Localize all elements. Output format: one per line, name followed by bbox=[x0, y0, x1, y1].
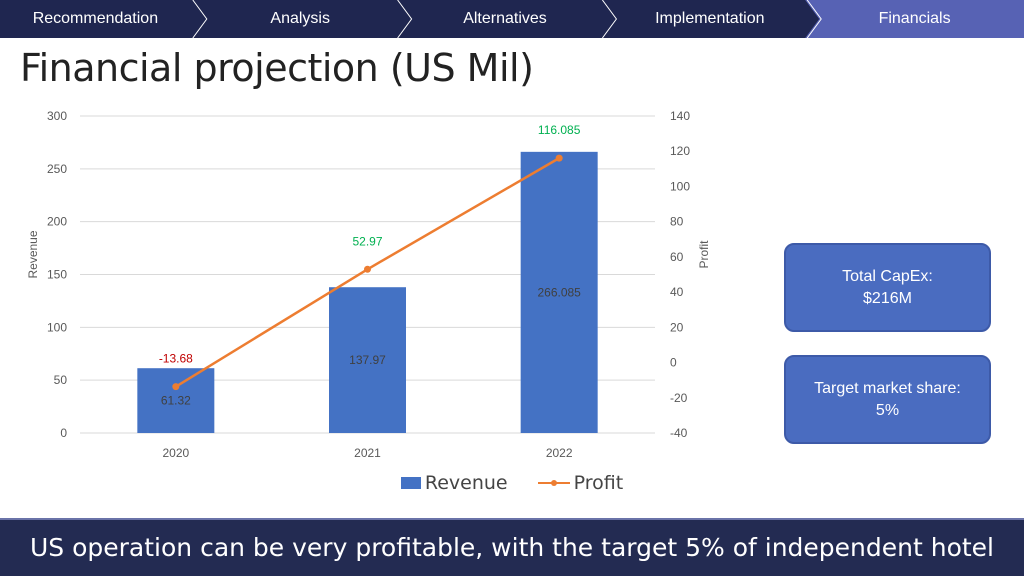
nav-separator bbox=[397, 0, 413, 38]
y2-tick-label: 100 bbox=[670, 179, 690, 193]
profit-point-2021 bbox=[364, 265, 371, 273]
page-title: Financial projection (US Mil) bbox=[20, 46, 534, 90]
financial-chart: 0 50 100 150 200 250 300 -40 -20 0 20 40 60 80 100 120 1… bbox=[26, 109, 711, 460]
nav-tab-implementation[interactable]: Implementation bbox=[655, 10, 765, 27]
y2-tick-label: 80 bbox=[670, 215, 684, 229]
nav-separator bbox=[601, 0, 618, 38]
nav-separator bbox=[806, 0, 822, 38]
y-tick-label: 0 bbox=[60, 426, 67, 440]
profit-data-label: -13.68 bbox=[159, 352, 193, 366]
legend-profit: Profit bbox=[537, 472, 624, 494]
market-share-label: Target market share: bbox=[814, 379, 961, 397]
revenue-bar-2021 bbox=[329, 287, 406, 433]
x-tick-label: 2022 bbox=[546, 446, 573, 460]
y2-tick-label: 120 bbox=[670, 144, 690, 158]
capex-value: $216M bbox=[863, 289, 912, 307]
y2-tick-label: -20 bbox=[670, 391, 688, 405]
legend-revenue: Revenue bbox=[400, 472, 508, 494]
y-tick-label: 150 bbox=[47, 268, 67, 282]
y2-axis-title: Profit bbox=[697, 240, 711, 269]
legend-profit-label: Profit bbox=[573, 472, 624, 494]
nav-background bbox=[0, 0, 1024, 38]
chart-legend: Revenue Profit bbox=[0, 472, 1024, 494]
market-share-value: 5% bbox=[875, 401, 900, 419]
x-tick-label: 2020 bbox=[162, 446, 189, 460]
y-axis-title: Revenue bbox=[26, 230, 40, 278]
capex-box: Total CapEx: $216M bbox=[784, 243, 991, 332]
y2-tick-label: 20 bbox=[670, 320, 684, 334]
revenue-bar-2022 bbox=[520, 151, 598, 433]
nav-tab-recommendation[interactable]: Recommendation bbox=[32, 10, 159, 27]
y2-tick-label: 0 bbox=[670, 356, 677, 370]
nav-tab-analysis[interactable]: Analysis bbox=[270, 10, 330, 27]
profit-data-label: 52.97 bbox=[352, 234, 382, 248]
y2-tick-label: 140 bbox=[670, 109, 690, 123]
y-tick-label: 50 bbox=[54, 373, 68, 387]
legend-profit-swatch bbox=[537, 480, 570, 486]
section-nav: Recommendation Analysis Alternatives Implem… bbox=[0, 0, 1024, 38]
nav-tab-alternatives[interactable]: Alternatives bbox=[463, 10, 547, 27]
y-tick-label: 200 bbox=[47, 215, 67, 229]
nav-separator bbox=[192, 0, 208, 38]
profit-data-label: 116.085 bbox=[538, 123, 581, 137]
capex-label: Total CapEx: bbox=[842, 267, 933, 285]
market-share-box: Target market share: 5% bbox=[784, 355, 991, 444]
y-tick-label: 300 bbox=[47, 109, 67, 123]
revenue-data-label: 137.97 bbox=[349, 353, 386, 367]
profit-point-2020 bbox=[172, 383, 180, 391]
y2-tick-label: -40 bbox=[670, 426, 688, 440]
revenue-data-label: 61.32 bbox=[161, 394, 191, 408]
nav-tab-financials[interactable]: Financials bbox=[878, 10, 951, 27]
legend-revenue-label: Revenue bbox=[424, 472, 508, 494]
footer-banner: US operation can be very profitable, wit… bbox=[0, 518, 1024, 576]
revenue-data-label: 266.085 bbox=[537, 285, 581, 299]
x-tick-label: 2021 bbox=[354, 446, 381, 460]
revenue-bar-2020 bbox=[137, 368, 215, 433]
profit-point-2022 bbox=[555, 154, 563, 162]
legend-revenue-swatch bbox=[400, 477, 421, 489]
y-tick-label: 250 bbox=[47, 162, 67, 176]
nav-active-bg bbox=[805, 0, 1024, 38]
y2-tick-label: 40 bbox=[670, 285, 684, 299]
y-tick-label: 100 bbox=[47, 320, 67, 334]
y2-tick-label: 60 bbox=[670, 250, 684, 264]
